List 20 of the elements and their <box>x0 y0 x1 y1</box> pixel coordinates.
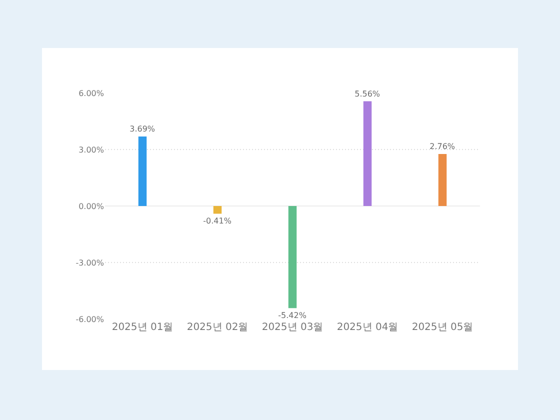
x-tick-label: 2025년 04월 <box>336 322 398 333</box>
y-tick-label: 0.00% <box>78 202 104 211</box>
data-label: 2.76% <box>430 142 456 152</box>
data-label: 5.56% <box>354 89 380 98</box>
x-tick-label: 2025년 01월 <box>112 322 174 333</box>
x-tick-label: 2025년 02월 <box>186 322 248 333</box>
bar <box>438 154 447 206</box>
bar <box>138 136 147 206</box>
x-tick-label: 2025년 05월 <box>412 322 474 333</box>
bar <box>363 101 372 206</box>
y-tick-label: 6.00% <box>78 88 104 98</box>
bar <box>288 206 297 308</box>
y-tick-label: -3.00% <box>76 258 104 268</box>
data-label: -0.41% <box>203 216 232 226</box>
data-label: -5.42% <box>278 311 307 320</box>
bar <box>213 206 222 214</box>
y-tick-label: 3.00% <box>78 145 104 154</box>
x-tick-label: 2025년 03월 <box>262 322 324 333</box>
data-label: 3.69% <box>130 124 156 134</box>
y-tick-label: -6.00% <box>76 314 104 324</box>
